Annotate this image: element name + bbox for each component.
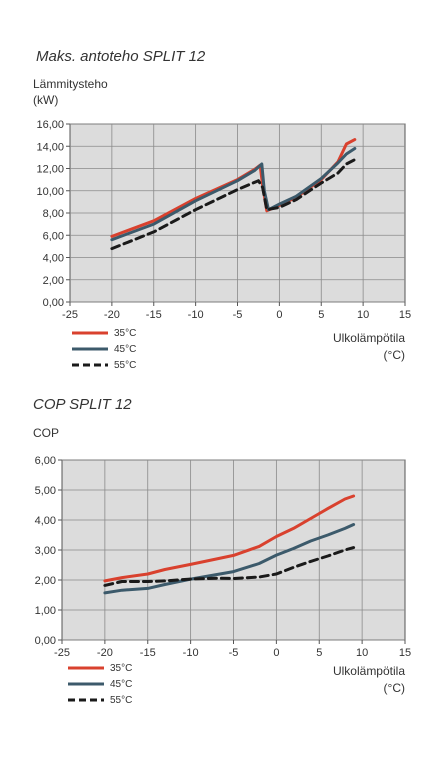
chart1-legend: 35°C 45°C 55°C bbox=[70, 325, 136, 373]
chart1-xtick-label: -25 bbox=[62, 309, 78, 321]
chart2-legend-swatch bbox=[68, 682, 104, 686]
chart1-legend-swatch bbox=[72, 347, 108, 351]
chart1-xlabel-line2: (°C) bbox=[383, 348, 405, 362]
chart1-ytick-label: 12,00 bbox=[36, 164, 64, 176]
chart1-xlabel-line1: Ulkolämpötila bbox=[332, 331, 405, 345]
chart2-ylabel: COP bbox=[33, 425, 59, 441]
chart1-xtick-label: -10 bbox=[188, 309, 204, 321]
chart2-legend-label: 35°C bbox=[110, 662, 133, 674]
chart1-legend-swatch bbox=[72, 363, 108, 367]
chart2-series-1-line bbox=[103, 523, 356, 595]
chart2-ytick-label: 4,00 bbox=[35, 515, 56, 527]
chart2-xtick-label: 0 bbox=[273, 647, 279, 659]
chart1-plot: 0,00 2,00 4,00 6,00 8,00 10,00 12,00 14,00 16,00… bbox=[36, 119, 411, 321]
chart1-ylabel: Lämmitysteho (kW) bbox=[33, 76, 108, 108]
chart2-xtick-label: -20 bbox=[97, 647, 113, 659]
chart2-series-0-line bbox=[103, 494, 356, 583]
chart1-legend-entry: 35°C bbox=[70, 325, 136, 341]
chart2-plot: 0,00 1,00 2,00 3,00 4,00 5,00 6,00 -25 -20 -15 -10… bbox=[35, 455, 412, 659]
chart1-legend-swatch bbox=[72, 331, 108, 335]
chart1-title: Maks. antoteho SPLIT 12 bbox=[36, 48, 206, 65]
chart2-ytick-label: 3,00 bbox=[35, 545, 56, 557]
chart1-legend-entry: 45°C bbox=[70, 341, 136, 357]
chart1-ytick-label: 8,00 bbox=[43, 208, 64, 220]
chart1-ylabel-line2: (kW) bbox=[33, 93, 59, 107]
chart2-ylabel-line1: COP bbox=[33, 426, 60, 440]
chart2-ytick-label: 2,00 bbox=[35, 575, 56, 587]
chart1-xtick-label: 5 bbox=[318, 309, 324, 321]
chart2-xtick-label: -5 bbox=[229, 647, 239, 659]
chart2-legend-entry: 45°C bbox=[66, 676, 132, 692]
chart2-legend-label: 55°C bbox=[110, 694, 133, 706]
chart2-xtick-label: -25 bbox=[54, 647, 70, 659]
chart1-legend-label: 55°C bbox=[114, 359, 137, 371]
chart2-xtick-label: -10 bbox=[183, 647, 199, 659]
chart1-ylabel-line1: Lämmitysteho bbox=[33, 77, 108, 91]
chart2-title: COP SPLIT 12 bbox=[33, 396, 132, 413]
chart1-xtick-label: -15 bbox=[146, 309, 162, 321]
chart2-xtick-label: 10 bbox=[356, 647, 368, 659]
chart2-legend-label: 45°C bbox=[110, 678, 133, 690]
chart1-series-2-line bbox=[110, 158, 357, 251]
chart1-legend-label: 35°C bbox=[114, 327, 137, 339]
chart1-ytick-label: 14,00 bbox=[36, 141, 64, 153]
chart2-ytick-label: 6,00 bbox=[35, 455, 56, 467]
chart2-legend: 35°C 45°C 55°C bbox=[66, 660, 132, 708]
chart2-xtick-label: 15 bbox=[399, 647, 411, 659]
chart1-ytick-label: 6,00 bbox=[43, 230, 64, 242]
chart1-xtick-label: 0 bbox=[276, 309, 282, 321]
chart1-ytick-label: 0,00 bbox=[43, 297, 64, 309]
chart2-legend-entry: 35°C bbox=[66, 660, 132, 676]
chart2-ytick-label: 5,00 bbox=[35, 485, 56, 497]
chart1-ytick-label: 2,00 bbox=[43, 275, 64, 287]
chart1-ytick-label: 10,00 bbox=[36, 186, 64, 198]
chart2-xtick-label: 5 bbox=[316, 647, 322, 659]
chart1-xtick-label: -5 bbox=[233, 309, 243, 321]
chart2-legend-entry: 55°C bbox=[66, 692, 132, 708]
chart1-xlabel: Ulkolämpötila (°C) bbox=[300, 330, 405, 364]
chart1-ytick-label: 4,00 bbox=[43, 253, 64, 265]
chart2-xtick-label: -15 bbox=[140, 647, 156, 659]
chart2-ytick-label: 1,00 bbox=[35, 605, 56, 617]
chart2-series-2-line bbox=[103, 546, 356, 587]
chart2-xlabel-line1: Ulkolämpötila bbox=[332, 664, 405, 678]
chart2-xlabel-line2: (°C) bbox=[383, 681, 405, 695]
chart1-xtick-label: 15 bbox=[399, 309, 411, 321]
chart1-legend-entry: 55°C bbox=[70, 357, 136, 373]
chart1-ytick-label: 16,00 bbox=[36, 119, 64, 131]
chart2-xlabel: Ulkolämpötila (°C) bbox=[300, 663, 405, 697]
chart2-legend-swatch bbox=[68, 698, 104, 702]
chart1-xtick-label: 10 bbox=[357, 309, 369, 321]
chart1-legend-label: 45°C bbox=[114, 343, 137, 355]
chart2-legend-swatch bbox=[68, 666, 104, 670]
chart2-ytick-label: 0,00 bbox=[35, 635, 56, 647]
chart1-xtick-label: -20 bbox=[104, 309, 120, 321]
